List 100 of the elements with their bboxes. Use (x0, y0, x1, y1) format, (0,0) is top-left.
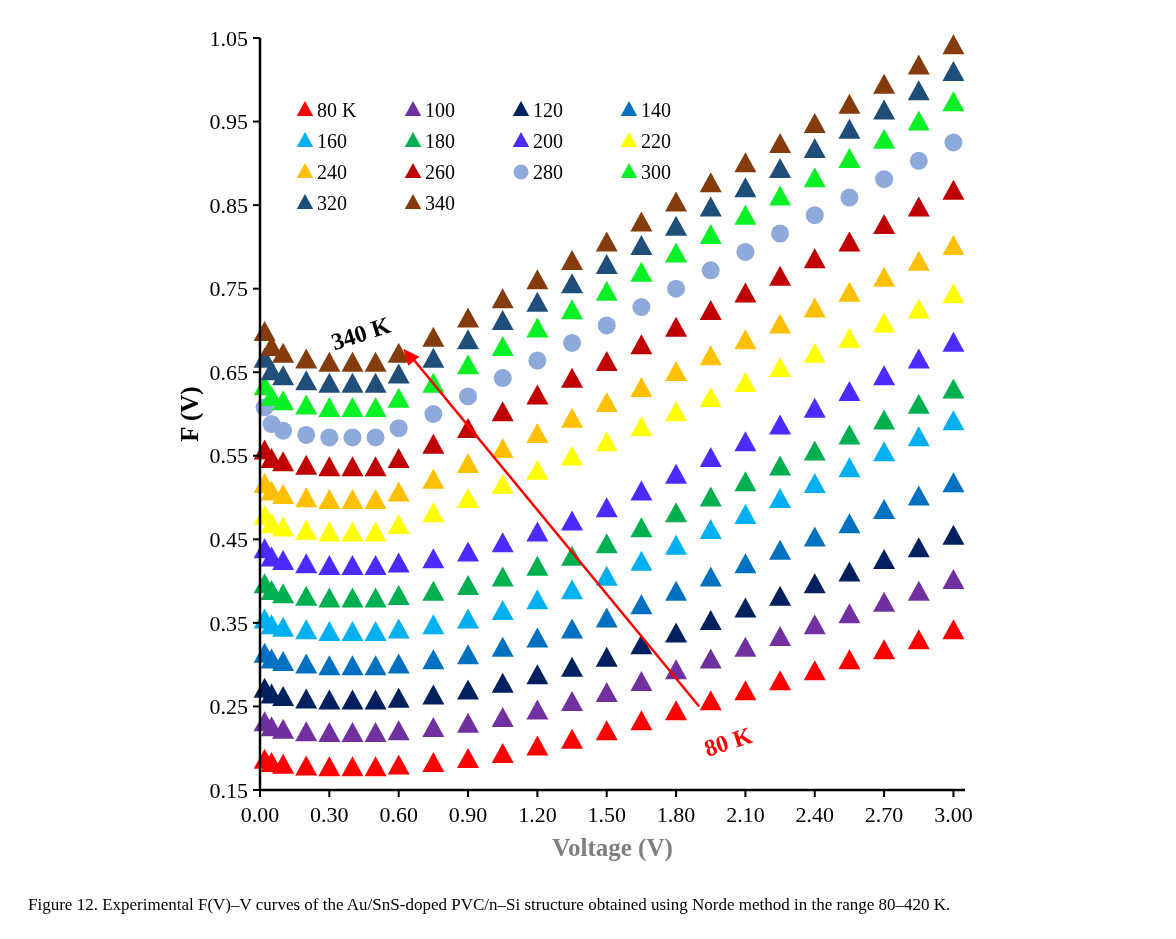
point (341, 756, 364, 777)
annotation: 340 K (327, 311, 394, 356)
point (491, 437, 514, 458)
point (907, 629, 930, 650)
point (769, 488, 792, 509)
legend-label: 80 K (317, 99, 357, 121)
point (771, 224, 790, 243)
point (364, 655, 387, 676)
point (457, 712, 480, 733)
point (873, 266, 896, 287)
point (561, 691, 584, 712)
point (457, 488, 480, 509)
point (942, 234, 965, 255)
point (942, 91, 965, 112)
point (769, 414, 792, 435)
point (907, 110, 930, 131)
point (595, 391, 618, 412)
point (272, 390, 295, 411)
point (734, 680, 757, 701)
point (942, 331, 965, 352)
point (422, 580, 445, 601)
point (295, 394, 318, 415)
point (295, 519, 318, 540)
point (942, 410, 965, 431)
point (838, 147, 861, 168)
legend-label: 280 (533, 161, 563, 183)
point (457, 452, 480, 473)
point (803, 614, 826, 635)
point (734, 597, 757, 618)
x-tick-label: 0.00 (240, 802, 280, 827)
point (526, 589, 549, 610)
point (526, 384, 549, 405)
x-tick-label: 1.80 (656, 802, 696, 827)
point (341, 655, 364, 676)
point (769, 265, 792, 286)
point (341, 488, 364, 509)
point (526, 627, 549, 648)
point (595, 231, 618, 252)
point (803, 473, 826, 494)
point (595, 607, 618, 628)
point (630, 376, 653, 397)
point (295, 487, 318, 508)
point (318, 620, 341, 641)
point (457, 644, 480, 665)
point (297, 425, 316, 444)
point (341, 521, 364, 542)
point (734, 471, 757, 492)
point (422, 649, 445, 670)
point (341, 620, 364, 641)
point (665, 622, 688, 643)
point (491, 742, 514, 763)
point (630, 710, 653, 731)
point (873, 73, 896, 94)
point (387, 363, 410, 384)
point (803, 167, 826, 188)
point (272, 718, 295, 739)
point (491, 288, 514, 309)
x-axis-title: Voltage (V) (552, 834, 673, 862)
x-tick-label: 3.00 (934, 802, 973, 827)
point (769, 585, 792, 606)
point (561, 510, 584, 531)
point (526, 555, 549, 576)
point (840, 188, 859, 207)
point (387, 618, 410, 639)
point (341, 722, 364, 743)
point (272, 483, 295, 504)
point (318, 456, 341, 477)
point (699, 566, 722, 587)
point (457, 608, 480, 629)
point (942, 619, 965, 640)
point (699, 486, 722, 507)
point (630, 671, 653, 692)
point (595, 565, 618, 586)
point (907, 250, 930, 271)
x-tick-label: 1.20 (518, 802, 557, 827)
point (630, 550, 653, 571)
y-tick-label: 0.45 (209, 527, 248, 553)
point (491, 532, 514, 553)
point (561, 579, 584, 600)
point (734, 329, 757, 350)
point (907, 298, 930, 319)
x-tick-label: 2.40 (795, 802, 834, 827)
point (630, 334, 653, 355)
point (595, 646, 618, 667)
point (526, 291, 549, 312)
y-tick-label: 0.65 (209, 359, 248, 385)
point (526, 664, 549, 685)
x-tick-label: 2.10 (726, 802, 765, 827)
point (561, 728, 584, 749)
point (734, 204, 757, 225)
point (699, 300, 722, 321)
point (907, 196, 930, 217)
point (803, 137, 826, 158)
point (491, 636, 514, 657)
x-tick-label: 0.60 (379, 802, 418, 827)
point (907, 80, 930, 101)
point (272, 753, 295, 774)
annotation: 80 K (700, 721, 756, 762)
y-tick-label: 1.05 (209, 25, 248, 51)
point (909, 151, 928, 170)
